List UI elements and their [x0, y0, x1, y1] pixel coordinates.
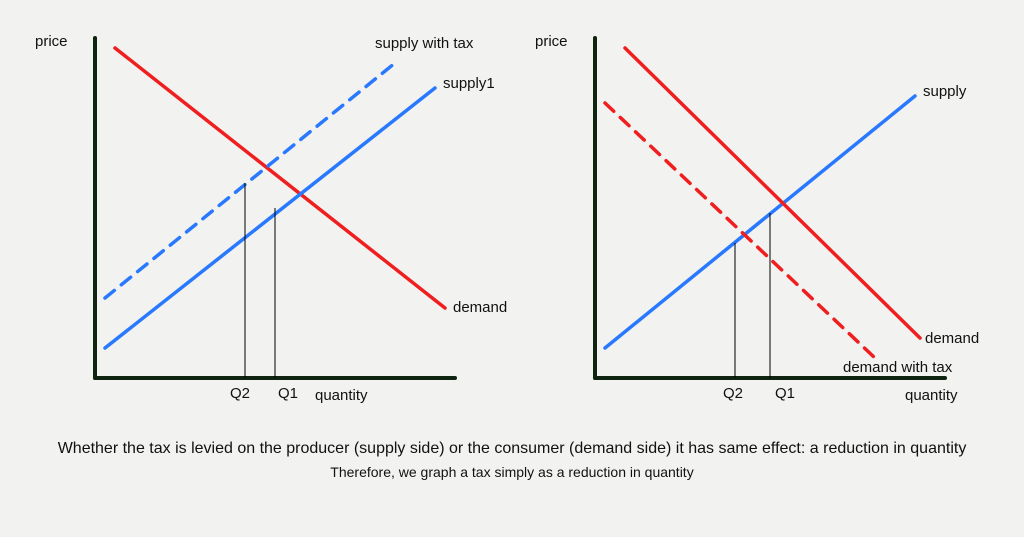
left-y-label: price — [35, 33, 68, 50]
curve-supply1 — [105, 88, 435, 348]
left-x-label: quantity — [315, 387, 368, 404]
left-qmarks: Q1 Q2 — [230, 183, 298, 402]
curve-demand — [115, 48, 445, 308]
caption-sub: Therefore, we graph a tax simply as a re… — [0, 464, 1024, 480]
right-chart: price quantity supplydemanddemand with t… — [575, 28, 975, 408]
caption-main: Whether the tax is levied on the produce… — [0, 440, 1024, 458]
curve-label-supply1: supply1 — [443, 75, 495, 92]
curve-demand_with_tax — [605, 103, 875, 358]
right-x-label: quantity — [905, 387, 958, 404]
left-chart: price quantity demandsupply1supply with … — [75, 28, 495, 408]
curve-label-demand_with_tax: demand with tax — [843, 359, 953, 376]
tick-label-Q2: Q2 — [723, 385, 743, 402]
curve-label-demand: demand — [925, 330, 979, 347]
tick-label-Q2: Q2 — [230, 385, 250, 402]
left-chart-svg: price quantity demandsupply1supply with … — [75, 28, 495, 408]
right-chart-svg: price quantity supplydemanddemand with t… — [575, 28, 975, 408]
curve-label-supply: supply — [923, 83, 967, 100]
right-y-label: price — [535, 33, 568, 50]
left-lines: demand supply1 supply with tax — [105, 35, 507, 348]
curve-supply — [605, 96, 915, 348]
curve-supply_with_tax — [105, 63, 395, 298]
right-lines: supply demand demand with tax — [605, 48, 979, 376]
tick-label-Q1: Q1 — [775, 385, 795, 402]
tick-label-Q1: Q1 — [278, 385, 298, 402]
curve-label-supply_with_tax: supply with tax — [375, 35, 474, 52]
caption-block: Whether the tax is levied on the produce… — [0, 440, 1024, 480]
curve-label-demand: demand — [453, 299, 507, 316]
